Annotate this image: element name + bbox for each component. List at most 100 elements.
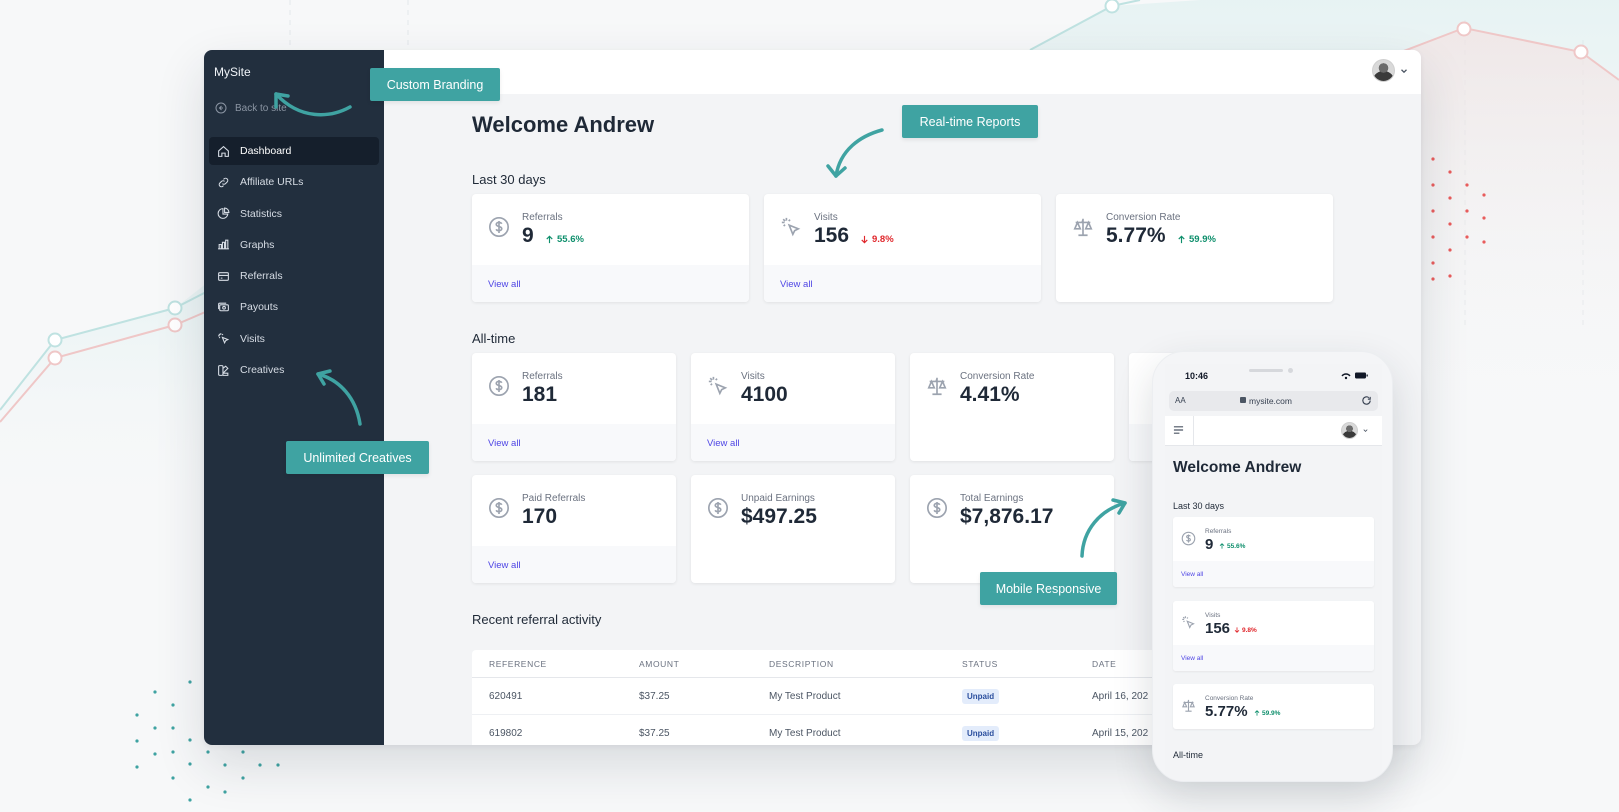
section-recent-activity: Recent referral activity — [472, 612, 602, 627]
scale-icon — [927, 377, 947, 396]
phone-address-bar[interactable]: AA mysite.com — [1169, 391, 1378, 411]
phone-section-all-time: All-time — [1173, 750, 1204, 760]
currency-dollar-icon — [927, 498, 947, 518]
sidebar-item-referrals[interactable]: Referrals — [209, 262, 379, 290]
card-label: Conversion Rate — [960, 371, 1035, 382]
card-value: $7,876.17 — [960, 505, 1054, 528]
card-footer — [764, 265, 1041, 302]
arrow-up-icon — [1219, 543, 1225, 549]
stat-card-referrals-alltime: Referrals 181 View all — [472, 353, 676, 461]
card-value: 156 — [814, 224, 850, 247]
column-header: AMOUNT — [639, 658, 680, 669]
delta-badge: 55.6% — [544, 234, 584, 245]
bar-chart-icon — [218, 240, 229, 250]
card-value: 9 — [1205, 536, 1214, 553]
reload-icon[interactable] — [1361, 395, 1372, 406]
delta-value: 55.6% — [557, 234, 584, 245]
cell-amount: $37.25 — [639, 690, 670, 702]
sidebar-item-label: Graphs — [240, 238, 275, 251]
avatar[interactable] — [1372, 59, 1395, 82]
card-label: Visits — [741, 371, 765, 382]
view-all-link[interactable]: View all — [780, 279, 813, 290]
cursor-click-icon — [1182, 616, 1195, 629]
sidebar-item-payouts[interactable]: Payouts — [209, 293, 379, 321]
column-header: REFERENCE — [489, 658, 547, 669]
cell-description: My Test Product — [769, 727, 841, 739]
card-footer — [1173, 561, 1374, 587]
card-footer — [472, 265, 749, 302]
phone-top-bar — [1165, 416, 1382, 446]
view-all-link[interactable]: View all — [1181, 571, 1204, 578]
view-all-link[interactable]: View all — [488, 438, 521, 449]
phone-stat-card-visits: Visits 156 9.8% View all — [1173, 601, 1374, 671]
card-footer — [1173, 645, 1374, 671]
delta-value: 55.6% — [1227, 542, 1246, 550]
phone-stat-card-conversion: Conversion Rate 5.77% 59.9% — [1173, 684, 1374, 729]
delta-badge: 59.9% — [1176, 234, 1216, 245]
sidebar-item-label: Payouts — [240, 301, 278, 314]
card-value: 156 — [1205, 620, 1231, 637]
column-header: DESCRIPTION — [769, 658, 834, 669]
stat-card-referrals-30d: Referrals 9 55.6% View all — [472, 194, 749, 302]
cell-amount: $37.25 — [639, 727, 670, 739]
back-to-site-link[interactable]: Back to site — [215, 102, 287, 114]
card-value: 5.77% — [1106, 224, 1166, 247]
table-row[interactable]: 620491 $37.25 My Test Product Unpaid Apr… — [472, 678, 1162, 715]
sidebar-item-statistics[interactable]: Statistics — [209, 200, 379, 228]
card-value: 5.77% — [1205, 703, 1248, 720]
table-row[interactable]: 619802 $37.25 My Test Product Unpaid Apr… — [472, 715, 1162, 745]
phone-camera — [1288, 368, 1293, 373]
card-label: Total Earnings — [960, 493, 1024, 504]
delta-value: 59.9% — [1189, 234, 1216, 245]
sidebar-item-affiliate-urls[interactable]: Affiliate URLs — [209, 168, 379, 196]
cell-date: April 15, 202 — [1092, 727, 1149, 739]
stat-card-visits-alltime: Visits 4100 View all — [691, 353, 895, 461]
card-value: $497.25 — [741, 505, 817, 528]
card-label: Paid Referrals — [522, 493, 586, 504]
sidebar-item-label: Creatives — [240, 364, 285, 377]
currency-dollar-icon — [489, 217, 509, 237]
chevron-down-icon[interactable] — [1362, 427, 1369, 434]
referral-activity-table: REFERENCE AMOUNT DESCRIPTION STATUS DATE… — [472, 650, 1162, 745]
cell-date: April 16, 202 — [1092, 690, 1149, 702]
link-icon — [218, 177, 229, 188]
cell-reference: 619802 — [489, 727, 523, 739]
phone-page-title: Welcome Andrew — [1173, 459, 1302, 476]
chevron-down-icon[interactable] — [1399, 66, 1409, 76]
sidebar-item-label: Referrals — [240, 270, 283, 283]
delta-badge: 9.8% — [1233, 626, 1257, 634]
signal-wifi-battery-icon — [1341, 372, 1368, 380]
card-label: Visits — [1205, 612, 1221, 619]
url-text: mysite.com — [1249, 396, 1292, 406]
callout-mobile-responsive: Mobile Responsive — [980, 572, 1117, 605]
sidebar-item-creatives[interactable]: Creatives — [209, 356, 379, 384]
card-value: 9 — [522, 224, 534, 247]
sidebar-item-label: Dashboard — [240, 145, 292, 157]
sidebar-item-visits[interactable]: Visits — [209, 325, 379, 353]
card-label: Conversion Rate — [1205, 695, 1254, 702]
sidebar-item-label: Visits — [240, 332, 265, 345]
view-all-link[interactable]: View all — [488, 560, 521, 571]
scale-icon — [1182, 699, 1195, 712]
currency-dollar-icon — [489, 498, 509, 518]
view-all-link[interactable]: View all — [707, 438, 740, 449]
card-footer — [691, 424, 895, 461]
section-last-30-days: Last 30 days — [472, 172, 546, 187]
stat-card-conversion-30d: Conversion Rate 5.77% 59.9% — [1056, 194, 1333, 302]
reader-text-size[interactable]: AA — [1175, 396, 1186, 405]
phone-status-time: 10:46 — [1185, 371, 1209, 381]
view-all-link[interactable]: View all — [1181, 655, 1204, 662]
avatar[interactable] — [1341, 422, 1358, 439]
arrow-down-icon — [1234, 627, 1240, 633]
page-title: Welcome Andrew — [472, 112, 655, 137]
sidebar-item-dashboard[interactable]: Dashboard — [209, 137, 379, 165]
lock-icon — [1240, 397, 1246, 403]
sidebar-item-label: Statistics — [240, 207, 283, 220]
currency-dollar-icon — [708, 498, 728, 518]
card-value: 170 — [522, 505, 558, 528]
hamburger-menu-icon[interactable] — [1173, 425, 1184, 435]
view-all-link[interactable]: View all — [488, 279, 521, 290]
delta-badge: 9.8% — [859, 234, 894, 245]
sidebar-item-graphs[interactable]: Graphs — [209, 231, 379, 259]
sidebar-nav: Dashboard Affiliate URLs Statistics Grap… — [209, 137, 379, 387]
